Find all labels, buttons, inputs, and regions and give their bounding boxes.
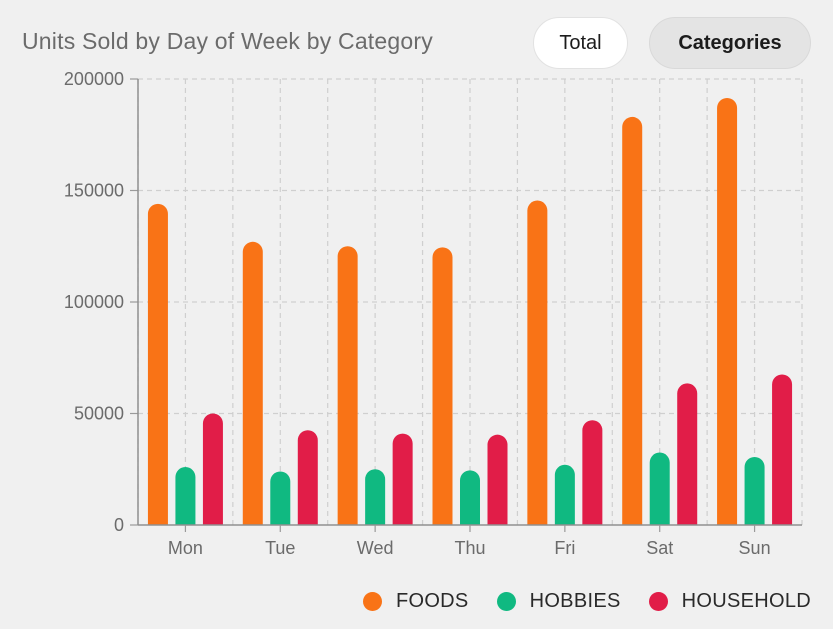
legend: FOODS HOBBIES HOUSEHOLD (362, 590, 811, 613)
bar-household-sat[interactable] (677, 383, 698, 525)
y-tick-label: 100000 (64, 292, 124, 312)
legend-label-foods: FOODS (395, 590, 469, 612)
bar-foods-mon[interactable] (147, 203, 168, 525)
y-tick-label: 50000 (74, 404, 124, 424)
total-toggle-button[interactable]: Total (533, 17, 628, 69)
legend-dot-hobbies (496, 592, 516, 611)
y-tick-label: 150000 (64, 181, 124, 201)
bar-hobbies-tue[interactable] (270, 471, 291, 525)
bar-foods-thu[interactable] (432, 247, 453, 525)
legend-label-household: HOUSEHOLD (681, 590, 811, 612)
bar-hobbies-mon[interactable] (175, 467, 196, 525)
legend-item-foods[interactable]: FOODS (362, 590, 469, 613)
bar-foods-fri[interactable] (527, 200, 548, 525)
bar-foods-sat[interactable] (622, 116, 643, 526)
y-tick-label: 0 (114, 515, 124, 535)
x-tick-label: Sun (739, 538, 771, 558)
bar-household-wed[interactable] (392, 433, 413, 525)
bar-household-tue[interactable] (297, 430, 318, 525)
x-tick-label: Mon (168, 538, 203, 558)
bar-foods-tue[interactable] (242, 241, 263, 525)
bar-foods-sun[interactable] (717, 97, 738, 525)
x-tick-label: Wed (357, 538, 394, 558)
legend-dot-foods (362, 592, 382, 611)
x-tick-label: Tue (265, 538, 295, 558)
categories-toggle-button[interactable]: Categories (649, 17, 811, 69)
bar-layer (147, 97, 793, 526)
chart-title: Units Sold by Day of Week by Category (22, 28, 433, 54)
legend-item-household[interactable]: HOUSEHOLD (648, 590, 811, 613)
bar-household-sun[interactable] (772, 374, 793, 525)
bar-hobbies-sun[interactable] (744, 456, 765, 525)
bar-hobbies-thu[interactable] (460, 470, 480, 525)
bar-foods-wed[interactable] (337, 246, 358, 525)
grid-layer (137, 78, 803, 525)
legend-dot-household (648, 592, 668, 611)
x-tick-label: Thu (454, 538, 485, 558)
bar-hobbies-fri[interactable] (554, 464, 575, 525)
legend-label-hobbies: HOBBIES (529, 590, 621, 612)
x-tick-label: Sat (646, 538, 673, 558)
legend-item-hobbies[interactable]: HOBBIES (496, 590, 621, 613)
bar-household-thu[interactable] (487, 434, 508, 525)
bar-household-fri[interactable] (582, 420, 603, 525)
x-tick-label: Fri (554, 538, 575, 558)
bar-hobbies-sat[interactable] (649, 452, 670, 525)
axis-layer: 0 50000 100000 150000 200000 Mon Tue Wed Thu Fri S… (64, 69, 802, 558)
bar-household-mon[interactable] (202, 413, 223, 525)
bar-hobbies-wed[interactable] (365, 469, 386, 525)
y-tick-label: 200000 (64, 69, 124, 89)
